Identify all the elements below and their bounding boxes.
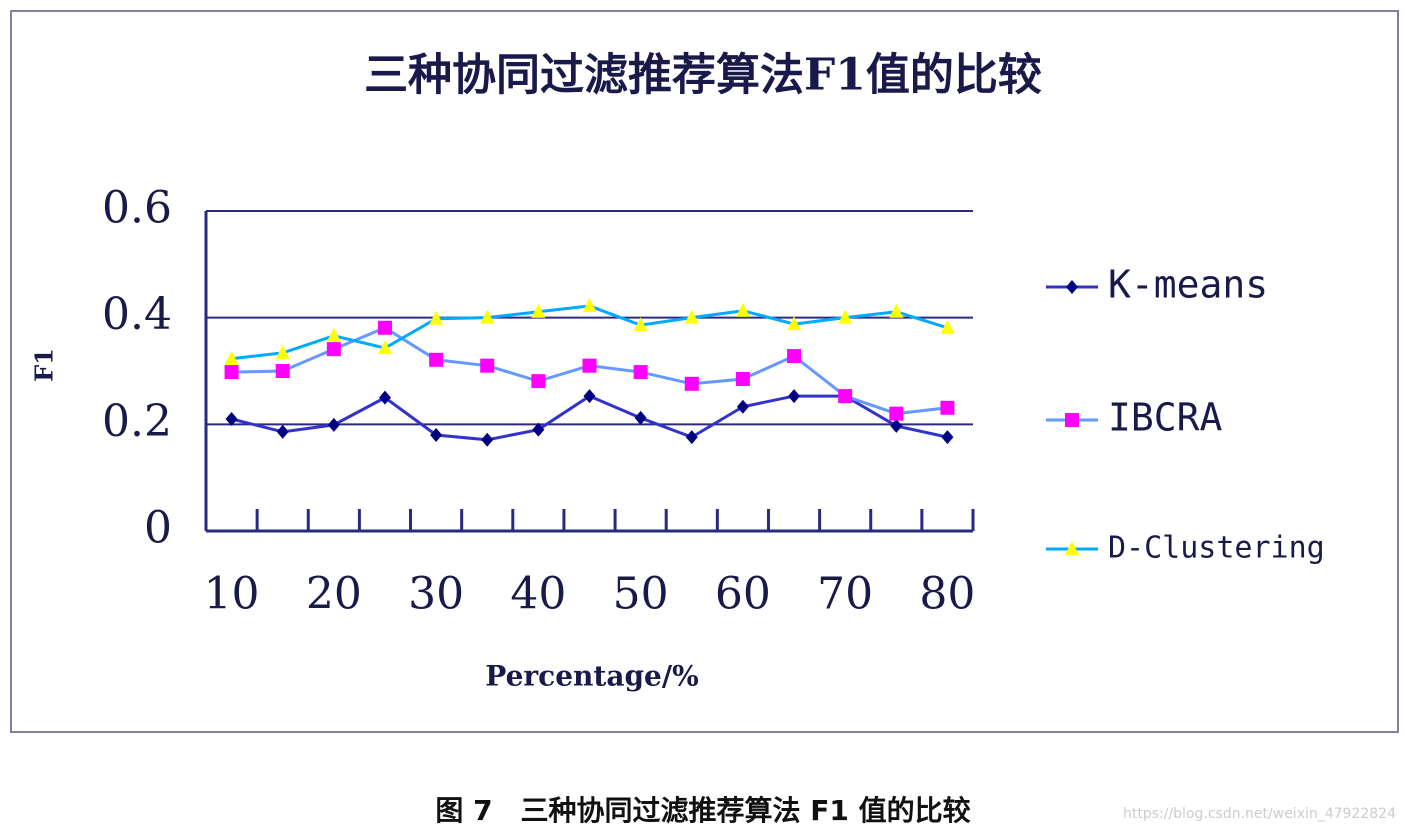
marker (531, 374, 546, 389)
marker (787, 316, 802, 331)
figure-caption: 图 7 三种协同过滤推荐算法 F1 值的比较 (435, 794, 970, 827)
marker (430, 428, 443, 442)
x-tick-label: 20 (306, 569, 362, 620)
marker (685, 430, 698, 445)
marker (838, 389, 853, 404)
marker (224, 365, 239, 380)
chart-title: 三种协同过滤推荐算法F1值的比较 (364, 50, 1042, 101)
marker (531, 303, 546, 318)
marker (890, 418, 903, 433)
marker (275, 344, 290, 359)
x-tick-label: 70 (817, 569, 873, 620)
marker (736, 399, 749, 414)
x-tick-label: 60 (715, 569, 771, 620)
legend-marker (1065, 541, 1079, 555)
marker (735, 302, 750, 317)
marker (684, 376, 699, 391)
marker (633, 317, 648, 332)
x-tick-label: 40 (510, 569, 566, 620)
legend-marker (1066, 280, 1078, 294)
marker (532, 422, 545, 437)
marker (377, 320, 392, 335)
marker (429, 352, 444, 367)
marker (224, 350, 239, 365)
watermark: https://blog.csdn.net/weixin_47922824 (1123, 806, 1396, 822)
x-tick-label: 30 (408, 569, 464, 620)
marker (225, 412, 238, 426)
marker (940, 400, 955, 415)
marker (480, 309, 495, 324)
marker (480, 358, 495, 373)
marker (787, 349, 802, 364)
legend-marker (1065, 413, 1079, 427)
marker (429, 310, 444, 325)
marker (788, 389, 801, 404)
y-tick-label: 0.4 (102, 289, 172, 340)
y-tick-label: 0.6 (102, 183, 172, 234)
x-tick-label: 80 (919, 569, 975, 620)
legend-label: D-Clustering (1108, 531, 1325, 566)
marker (377, 340, 392, 355)
marker (326, 327, 341, 342)
chart-frame (10, 10, 1399, 733)
legend-label: K-means (1108, 263, 1268, 307)
marker (684, 309, 699, 324)
marker (838, 309, 853, 324)
marker (583, 389, 596, 404)
marker (276, 424, 289, 439)
marker (582, 297, 597, 312)
marker (481, 432, 494, 447)
marker (889, 406, 904, 421)
y-axis-label: F1 (30, 348, 59, 382)
y-tick-label: 0 (144, 503, 172, 554)
x-tick-label: 50 (613, 569, 669, 620)
marker (634, 410, 647, 425)
y-tick-label: 0.2 (102, 396, 172, 447)
marker (735, 372, 750, 386)
marker (326, 342, 341, 357)
marker (378, 390, 391, 405)
marker (327, 417, 340, 432)
marker (275, 364, 290, 378)
x-axis-label: Percentage/% (485, 660, 698, 693)
legend-label: IBCRA (1108, 396, 1223, 440)
marker (940, 319, 955, 334)
x-tick-label: 10 (204, 569, 260, 620)
marker (941, 430, 954, 445)
marker (633, 365, 648, 380)
marker (889, 303, 904, 318)
marker (582, 358, 597, 373)
